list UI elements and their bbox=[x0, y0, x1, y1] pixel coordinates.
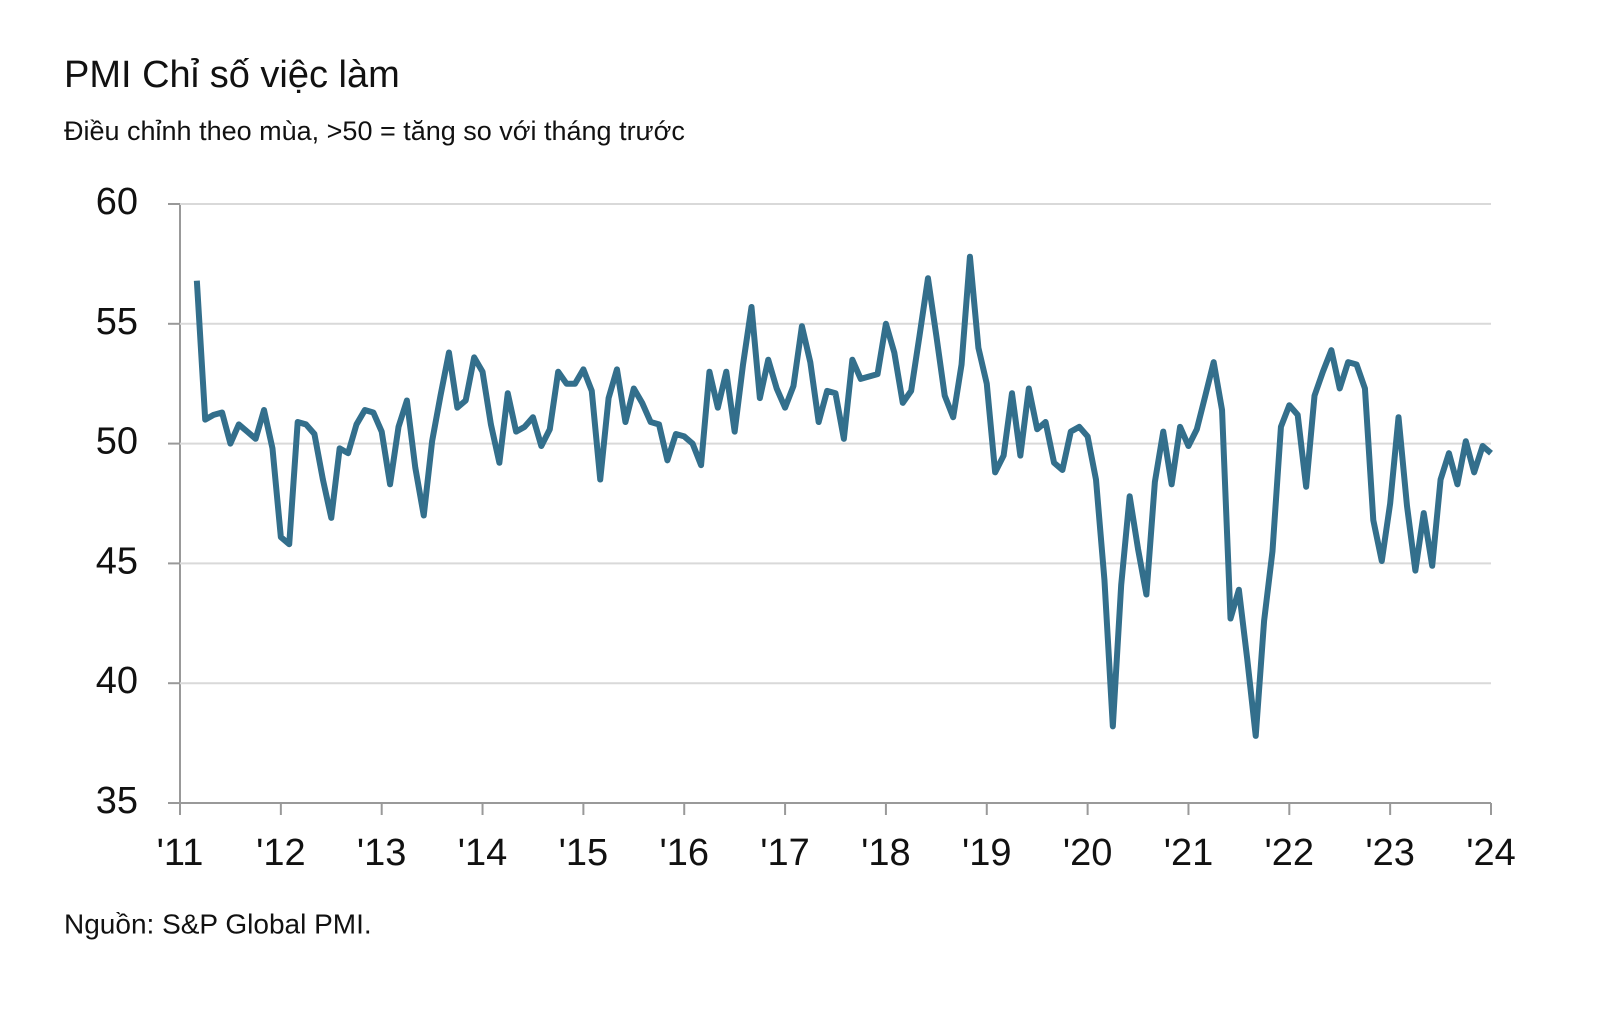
x-tick-label: '21 bbox=[1164, 832, 1214, 874]
y-tick-label: 60 bbox=[96, 181, 138, 223]
y-tick-label: 45 bbox=[96, 540, 138, 582]
x-tick-label: '16 bbox=[659, 832, 709, 874]
x-tick-label: '18 bbox=[861, 832, 911, 874]
chart-subtitle: Điều chỉnh theo mùa, >50 = tăng so với t… bbox=[64, 116, 685, 146]
y-tick-label: 55 bbox=[96, 301, 138, 343]
x-tick-label: '24 bbox=[1466, 832, 1516, 874]
x-tick-label: '23 bbox=[1365, 832, 1415, 874]
x-tick-label: '14 bbox=[458, 832, 508, 874]
x-tick-label: '13 bbox=[357, 832, 407, 874]
x-tick-label: '17 bbox=[760, 832, 810, 874]
x-tick-label: '11 bbox=[157, 832, 204, 874]
y-tick-label: 50 bbox=[96, 421, 138, 463]
y-tick-label: 35 bbox=[96, 780, 138, 822]
y-tick-label: 40 bbox=[96, 660, 138, 702]
x-tick-label: '12 bbox=[256, 832, 306, 874]
x-tick-label: '15 bbox=[559, 832, 609, 874]
source-note: Nguồn: S&P Global PMI. bbox=[64, 908, 372, 939]
x-tick-label: '22 bbox=[1265, 832, 1315, 874]
chart-title: PMI Chỉ số việc làm bbox=[64, 54, 400, 96]
x-tick-label: '20 bbox=[1063, 832, 1113, 874]
x-tick-label: '19 bbox=[962, 832, 1012, 874]
data-line bbox=[193, 253, 1493, 739]
